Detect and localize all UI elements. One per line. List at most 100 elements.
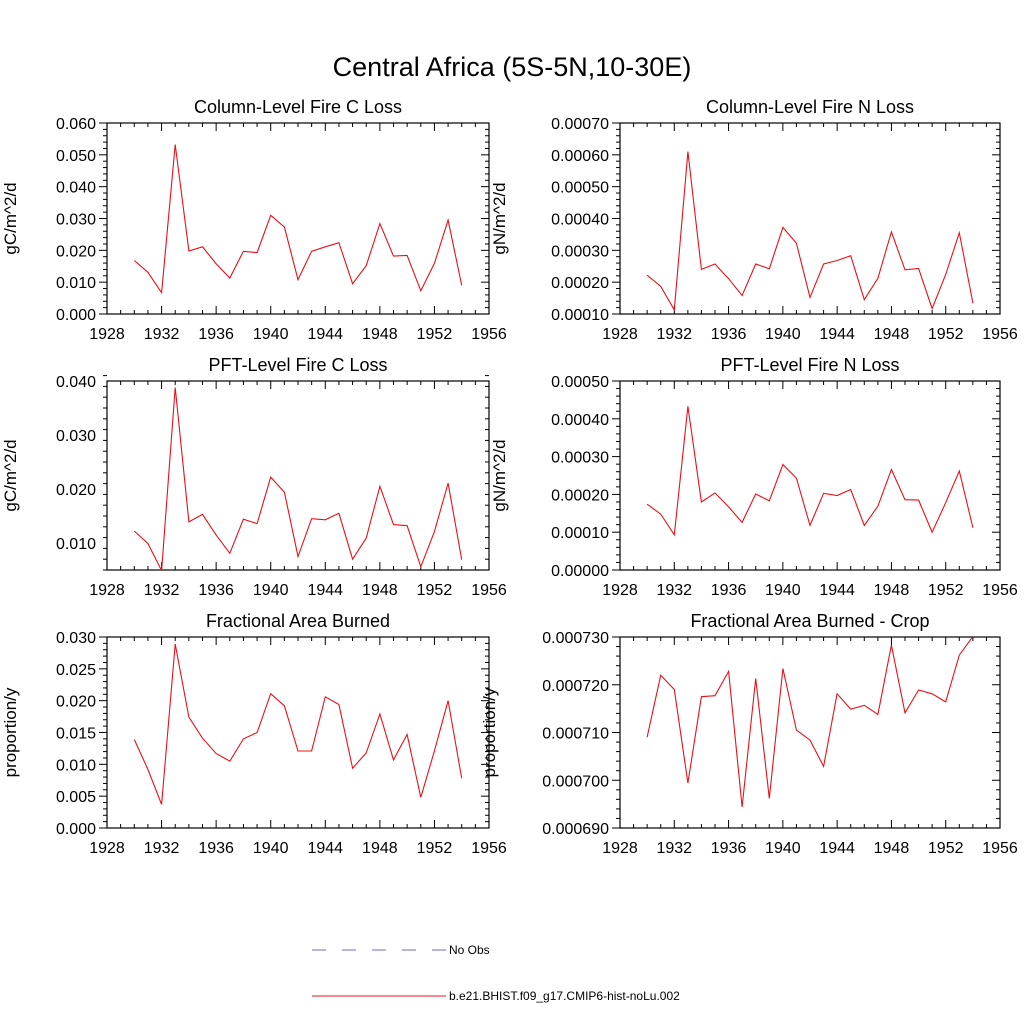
chart-panel-2: Column-Level Fire N Loss gN/m^2/d 1928 1932…	[490, 97, 1018, 343]
chart-panel-4: PFT-Level Fire N Loss gN/m^2/d 1928 1932 193…	[490, 355, 1018, 599]
y-tick-label: 0.040	[56, 180, 96, 197]
x-tick-label: 1956	[471, 840, 507, 857]
x-tick-label: 1928	[89, 326, 125, 343]
y-tick-label: 0.00050	[551, 180, 609, 197]
y-axis-label: gN/m^2/d	[490, 439, 509, 511]
x-tick-label: 1952	[928, 582, 964, 599]
x-tick-label: 1944	[307, 840, 343, 857]
y-tick-label: 0.00030	[551, 450, 609, 467]
y-tick-label: 0.000	[56, 307, 96, 324]
y-tick-label: 0.00020	[551, 487, 609, 504]
legend-label: No Obs	[449, 943, 490, 957]
chart-panel-1: Column-Level Fire C Loss gC/m^2/d 1928 1932…	[1, 97, 507, 343]
series-line	[133, 387, 463, 570]
x-tick-label: 1936	[198, 840, 234, 857]
x-tick-label: 1936	[711, 326, 747, 343]
panel-title: PFT-Level Fire N Loss	[720, 355, 899, 375]
panel-title: Fractional Area Burned - Crop	[690, 611, 929, 631]
y-tick-label: 0.010	[56, 757, 96, 774]
x-tick-label: 1936	[711, 840, 747, 857]
y-tick-label: 0.00020	[551, 275, 609, 292]
y-tick-label: 0.00060	[551, 148, 609, 165]
y-tick-label: 0.030	[56, 630, 96, 647]
x-tick-label: 1940	[765, 326, 801, 343]
x-tick-label: 1956	[982, 582, 1018, 599]
y-tick-label: 0.010	[56, 275, 96, 292]
x-tick-label: 1948	[362, 326, 398, 343]
y-axis-label: gN/m^2/d	[490, 182, 509, 254]
x-tick-label: 1932	[144, 326, 180, 343]
x-tick-label: 1944	[819, 582, 855, 599]
x-tick-label: 1944	[307, 326, 343, 343]
series-line	[646, 637, 974, 808]
x-tick-label: 1928	[89, 840, 125, 857]
figure-title: Central Africa (5S-5N,10-30E)	[333, 52, 692, 82]
y-tick-label: 0.010	[56, 536, 96, 553]
chart-panel-6: Fractional Area Burned - Crop proportion/…	[480, 611, 1018, 857]
x-tick-label: 1928	[602, 326, 638, 343]
y-tick-label: 0.060	[56, 116, 96, 133]
x-tick-label: 1940	[765, 840, 801, 857]
x-tick-label: 1956	[982, 326, 1018, 343]
y-tick-label: 0.000690	[542, 821, 609, 838]
panel-title: Column-Level Fire C Loss	[194, 97, 402, 117]
y-tick-label: 0.030	[56, 428, 96, 445]
x-tick-label: 1932	[656, 840, 692, 857]
x-tick-label: 1928	[89, 582, 125, 599]
y-axis-label: gC/m^2/d	[1, 439, 20, 511]
x-tick-label: 1932	[656, 582, 692, 599]
x-tick-label: 1940	[253, 326, 289, 343]
y-tick-label: 0.000710	[542, 726, 609, 743]
y-tick-label: 0.00040	[551, 412, 609, 429]
y-tick-label: 0.00040	[551, 212, 609, 229]
chart-panel-3: PFT-Level Fire C Loss gC/m^2/d 1928 1932 193…	[1, 355, 507, 599]
y-axis-label: proportion/y	[1, 687, 20, 777]
panel-title: Column-Level Fire N Loss	[706, 97, 914, 117]
y-tick-label: 0.000720	[542, 678, 609, 695]
x-tick-label: 1948	[874, 326, 910, 343]
plot-frame	[106, 636, 490, 829]
plot-frame	[619, 380, 1001, 571]
x-tick-label: 1936	[711, 582, 747, 599]
x-tick-label: 1940	[253, 582, 289, 599]
series-line	[646, 406, 974, 537]
plot-frame	[106, 380, 490, 571]
y-tick-label: 0.00050	[551, 374, 609, 391]
y-axis-label: gC/m^2/d	[1, 182, 20, 254]
y-tick-label: 0.025	[56, 662, 96, 679]
series-line	[133, 144, 463, 295]
y-tick-label: 0.040	[56, 374, 96, 391]
y-axis-label: proportion/y	[480, 687, 499, 777]
legend-label: b.e21.BHIST.f09_g17.CMIP6-hist-noLu.002	[449, 989, 680, 1003]
y-tick-label: 0.00010	[551, 307, 609, 324]
y-tick-label: 0.015	[56, 726, 96, 743]
y-tick-label: 0.00000	[551, 563, 609, 580]
y-tick-label: 0.050	[56, 148, 96, 165]
x-tick-label: 1956	[982, 840, 1018, 857]
plot-frame	[106, 122, 490, 315]
plot-frame	[619, 636, 1001, 829]
x-tick-label: 1932	[144, 582, 180, 599]
y-tick-label: 0.020	[56, 694, 96, 711]
x-tick-label: 1928	[602, 840, 638, 857]
y-tick-label: 0.00070	[551, 116, 609, 133]
x-tick-label: 1944	[819, 840, 855, 857]
x-tick-label: 1928	[602, 582, 638, 599]
x-tick-label: 1956	[471, 326, 507, 343]
plot-frame	[619, 122, 1001, 315]
x-tick-label: 1948	[362, 582, 398, 599]
series-line	[133, 643, 463, 805]
x-tick-label: 1932	[656, 326, 692, 343]
series-line	[646, 151, 974, 312]
x-tick-label: 1952	[417, 326, 453, 343]
y-tick-label: 0.000730	[542, 630, 609, 647]
y-tick-label: 0.020	[56, 243, 96, 260]
chart-panel-5: Fractional Area Burned proportion/y 1928 19…	[1, 611, 507, 857]
panels-grid: Column-Level Fire C Loss gC/m^2/d 1928 1932…	[1, 97, 1018, 857]
y-tick-label: 0.000700	[542, 773, 609, 790]
legend: No Obs b.e21.BHIST.f09_g17.CMIP6-hist-noL…	[312, 943, 680, 1003]
x-tick-label: 1948	[874, 582, 910, 599]
x-tick-label: 1940	[253, 840, 289, 857]
x-tick-label: 1952	[928, 326, 964, 343]
